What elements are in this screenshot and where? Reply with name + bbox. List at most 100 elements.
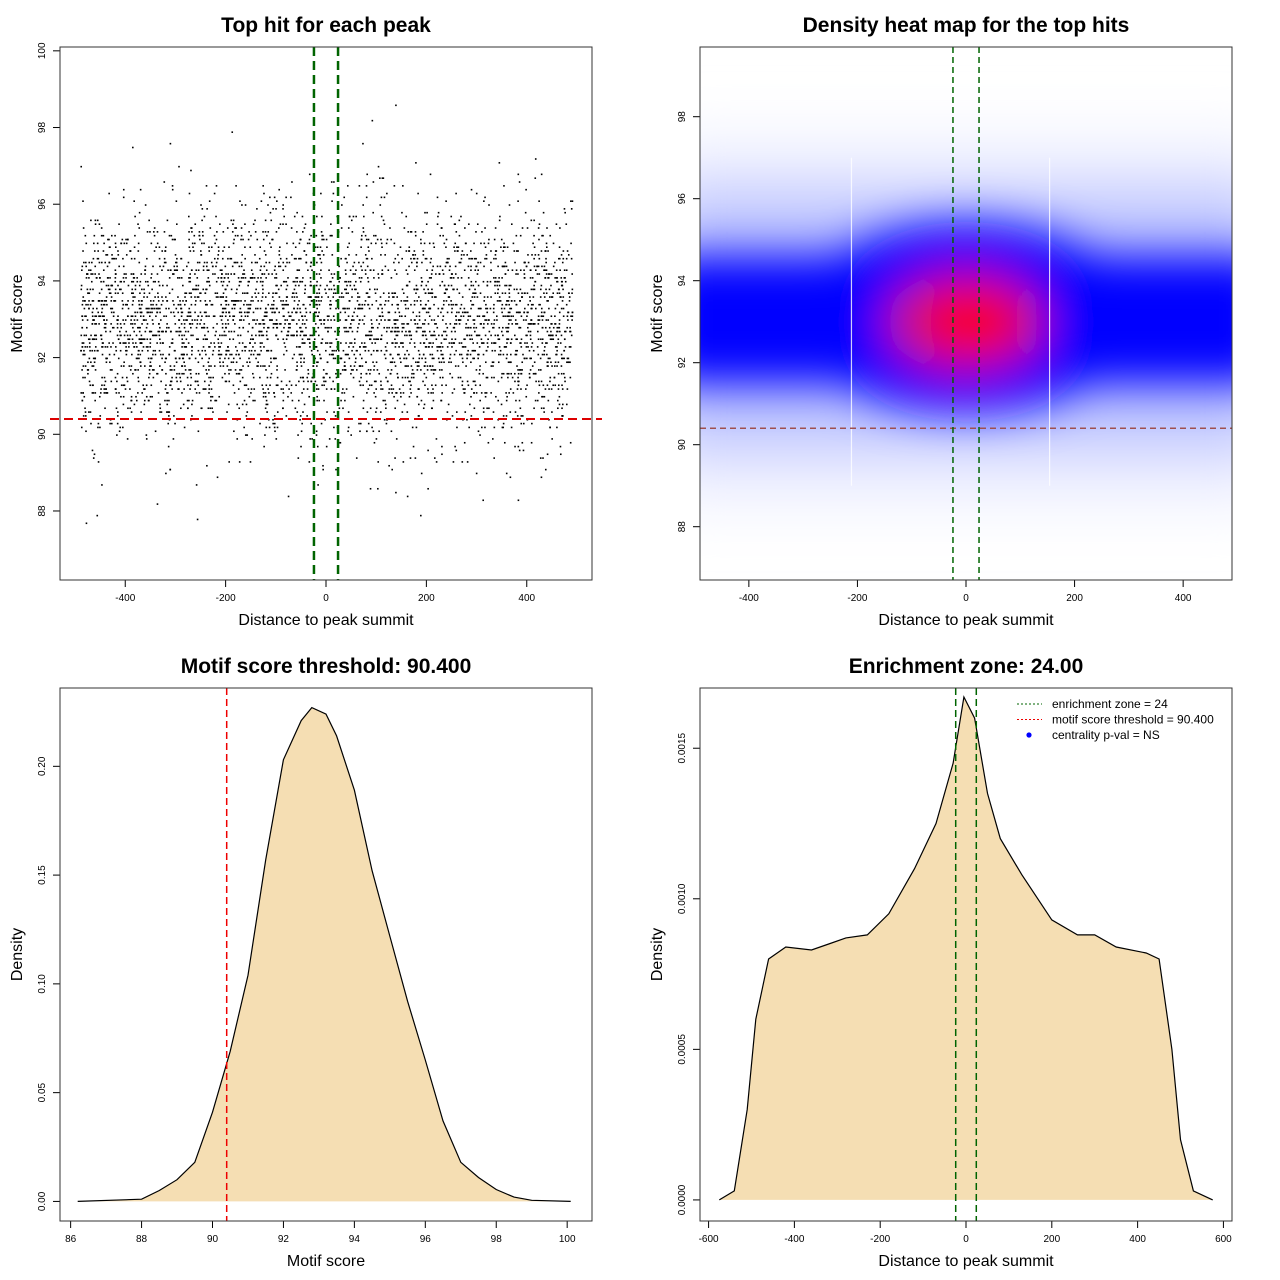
data-point bbox=[401, 211, 403, 214]
data-point bbox=[527, 323, 530, 325]
data-point bbox=[125, 346, 127, 348]
data-point bbox=[117, 250, 119, 252]
data-point bbox=[209, 380, 212, 383]
data-point bbox=[424, 211, 426, 214]
data-point bbox=[529, 323, 532, 325]
data-point bbox=[330, 319, 332, 321]
data-point bbox=[543, 265, 546, 268]
data-point bbox=[85, 326, 88, 329]
data-point bbox=[269, 196, 271, 199]
data-point bbox=[161, 296, 163, 298]
data-point bbox=[482, 499, 484, 502]
data-point bbox=[511, 376, 514, 379]
data-point bbox=[334, 357, 337, 360]
data-point bbox=[510, 353, 512, 356]
data-point bbox=[320, 319, 322, 321]
data-point bbox=[394, 292, 397, 295]
data-point bbox=[486, 280, 489, 283]
data-point bbox=[280, 323, 282, 325]
data-point bbox=[107, 238, 109, 241]
data-point bbox=[123, 365, 125, 367]
data-point bbox=[390, 238, 392, 241]
legend-label: centrality p-val = NS bbox=[1052, 728, 1160, 742]
data-point bbox=[366, 292, 369, 295]
data-point bbox=[318, 292, 321, 295]
data-point bbox=[328, 326, 330, 329]
data-point bbox=[98, 395, 101, 398]
data-point bbox=[212, 273, 214, 275]
data-point bbox=[556, 292, 559, 295]
data-point bbox=[199, 238, 201, 241]
data-point bbox=[88, 357, 91, 360]
data-point bbox=[232, 338, 235, 341]
data-point bbox=[306, 415, 308, 417]
data-point bbox=[250, 353, 252, 356]
data-point bbox=[516, 288, 518, 291]
data-point bbox=[343, 365, 346, 367]
data-point bbox=[276, 284, 278, 287]
data-point bbox=[369, 269, 372, 272]
data-point bbox=[318, 300, 320, 302]
data-point bbox=[545, 242, 548, 245]
data-point bbox=[536, 346, 539, 348]
data-point bbox=[176, 223, 178, 225]
data-point bbox=[114, 242, 117, 245]
data-point bbox=[361, 269, 363, 272]
data-point bbox=[418, 353, 421, 356]
data-point bbox=[99, 415, 102, 417]
data-point bbox=[91, 338, 94, 341]
data-point bbox=[285, 338, 288, 341]
data-point bbox=[275, 284, 277, 287]
data-point bbox=[535, 380, 537, 383]
data-point bbox=[358, 261, 360, 264]
data-point bbox=[538, 273, 541, 275]
data-point bbox=[454, 265, 457, 268]
data-point bbox=[393, 242, 396, 245]
data-point bbox=[153, 369, 155, 371]
data-point bbox=[95, 338, 98, 341]
data-point bbox=[448, 269, 451, 272]
data-point bbox=[123, 384, 126, 387]
data-point bbox=[159, 407, 162, 410]
data-point bbox=[225, 380, 228, 383]
data-point bbox=[265, 334, 268, 337]
data-point bbox=[493, 303, 495, 306]
data-point bbox=[295, 384, 297, 387]
data-point bbox=[350, 219, 353, 222]
data-point bbox=[380, 238, 382, 241]
data-point bbox=[304, 288, 307, 291]
data-point bbox=[358, 319, 361, 321]
data-point bbox=[486, 323, 489, 325]
data-point bbox=[89, 303, 92, 306]
data-point bbox=[461, 380, 464, 383]
data-point bbox=[145, 395, 148, 398]
data-point bbox=[542, 315, 545, 318]
data-point bbox=[307, 296, 310, 298]
data-point bbox=[270, 361, 272, 364]
data-point bbox=[553, 365, 556, 367]
data-point bbox=[101, 300, 104, 302]
data-point bbox=[220, 280, 223, 283]
data-point bbox=[508, 372, 510, 375]
data-point bbox=[375, 388, 378, 390]
data-point bbox=[267, 388, 269, 390]
data-point bbox=[438, 273, 441, 275]
data-point bbox=[301, 315, 303, 318]
data-point bbox=[348, 242, 351, 245]
data-point bbox=[165, 307, 167, 310]
data-point bbox=[153, 307, 156, 310]
data-point bbox=[316, 349, 319, 352]
data-point bbox=[416, 326, 419, 329]
data-point bbox=[208, 388, 211, 390]
data-point bbox=[419, 342, 422, 344]
data-point bbox=[529, 357, 531, 360]
data-point bbox=[394, 269, 396, 272]
data-point bbox=[558, 311, 561, 314]
data-point bbox=[105, 357, 108, 360]
data-point bbox=[394, 326, 397, 329]
data-point bbox=[382, 219, 385, 222]
data-point bbox=[155, 334, 158, 337]
data-point bbox=[261, 284, 264, 287]
data-point bbox=[82, 227, 85, 229]
data-point bbox=[537, 227, 540, 229]
